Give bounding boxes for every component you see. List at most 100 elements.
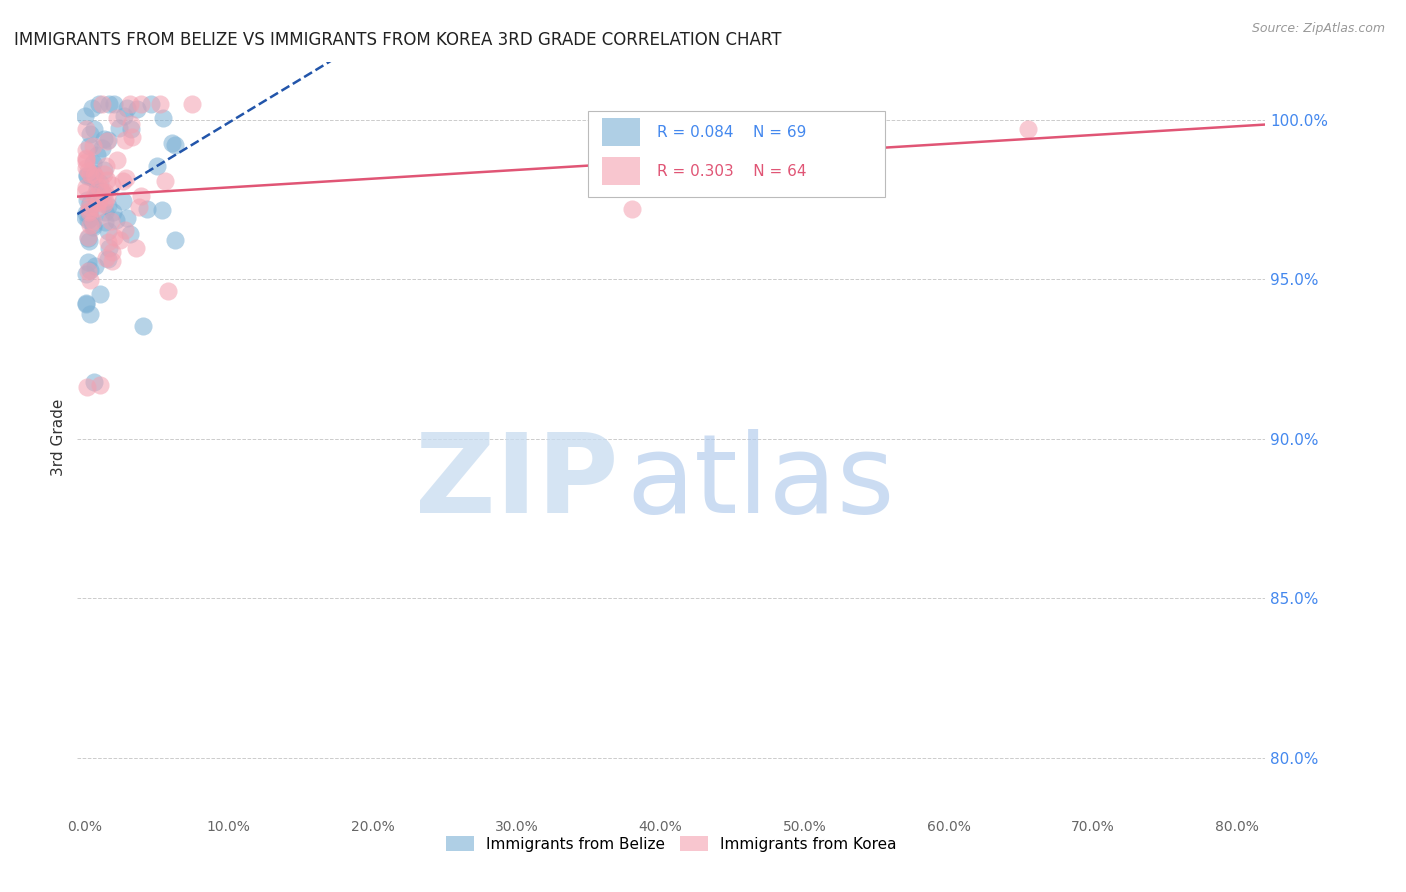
Point xyxy=(76,193,98,207)
Point xyxy=(82,218,104,232)
Point xyxy=(77,212,100,227)
Point xyxy=(101,244,124,259)
Point xyxy=(146,159,169,173)
Point xyxy=(101,254,124,268)
Point xyxy=(82,214,104,228)
Point xyxy=(105,112,128,126)
Point xyxy=(100,214,122,228)
Point xyxy=(97,241,120,255)
Point xyxy=(75,179,97,194)
Point xyxy=(97,252,120,266)
Point xyxy=(86,181,108,195)
Point xyxy=(120,96,142,111)
Text: R = 0.303    N = 64: R = 0.303 N = 64 xyxy=(657,163,807,178)
Point xyxy=(75,206,97,220)
Point xyxy=(83,259,105,273)
Point xyxy=(79,138,101,153)
Point xyxy=(114,222,136,236)
Point xyxy=(97,198,120,212)
Point xyxy=(139,96,162,111)
Point xyxy=(79,167,101,181)
Point xyxy=(103,96,125,111)
Legend: Immigrants from Belize, Immigrants from Korea: Immigrants from Belize, Immigrants from … xyxy=(440,830,903,858)
Point xyxy=(93,168,115,182)
Point xyxy=(75,143,97,157)
Point xyxy=(82,139,104,153)
Point xyxy=(75,161,97,176)
Point xyxy=(86,195,108,210)
Point xyxy=(82,156,104,170)
Point xyxy=(153,174,176,188)
Text: atlas: atlas xyxy=(626,428,894,535)
Point xyxy=(75,185,97,199)
Point xyxy=(79,273,101,287)
Point xyxy=(157,284,180,298)
Point xyxy=(75,122,97,136)
FancyBboxPatch shape xyxy=(602,157,641,186)
Point xyxy=(86,194,108,208)
Point xyxy=(77,202,100,217)
Point xyxy=(83,121,105,136)
Point xyxy=(120,117,142,131)
Point xyxy=(93,131,115,145)
Point xyxy=(83,188,105,202)
Point xyxy=(83,169,105,183)
Point xyxy=(97,235,120,249)
Point xyxy=(77,264,100,278)
Point xyxy=(97,133,120,147)
Point xyxy=(132,319,155,334)
Point xyxy=(96,172,118,186)
Point xyxy=(76,168,98,182)
Point xyxy=(80,169,103,184)
Point xyxy=(83,171,105,186)
Point xyxy=(96,134,118,148)
Point xyxy=(89,176,111,190)
Point xyxy=(77,231,100,245)
Point xyxy=(1017,122,1039,136)
Point xyxy=(79,263,101,277)
FancyBboxPatch shape xyxy=(588,112,886,197)
Point xyxy=(115,171,138,186)
Point xyxy=(98,96,121,111)
Point xyxy=(120,122,142,136)
Point xyxy=(77,164,100,178)
Point xyxy=(90,96,112,111)
Point xyxy=(75,151,97,165)
Point xyxy=(121,129,143,144)
Point xyxy=(120,227,142,241)
Point xyxy=(75,153,97,167)
Point xyxy=(165,138,187,153)
Point xyxy=(160,136,183,150)
Text: Source: ZipAtlas.com: Source: ZipAtlas.com xyxy=(1251,22,1385,36)
Point xyxy=(76,380,98,394)
Point xyxy=(75,267,97,281)
Point xyxy=(103,229,125,244)
Point xyxy=(91,185,114,199)
Point xyxy=(125,103,148,117)
Point xyxy=(89,378,111,392)
Point xyxy=(620,202,643,216)
Point xyxy=(76,169,98,184)
Point xyxy=(79,195,101,210)
Text: ZIP: ZIP xyxy=(415,428,617,535)
Point xyxy=(75,297,97,311)
Point xyxy=(125,241,148,255)
Point xyxy=(150,202,173,217)
Y-axis label: 3rd Grade: 3rd Grade xyxy=(51,399,66,475)
Point xyxy=(82,101,104,115)
Point xyxy=(101,205,124,219)
Point xyxy=(107,153,129,168)
Point xyxy=(89,287,111,301)
Point xyxy=(112,109,135,123)
Point xyxy=(93,196,115,211)
Point xyxy=(105,212,128,227)
Point xyxy=(79,128,101,142)
Point xyxy=(115,211,138,226)
Point xyxy=(128,200,150,214)
Text: IMMIGRANTS FROM BELIZE VS IMMIGRANTS FROM KOREA 3RD GRADE CORRELATION CHART: IMMIGRANTS FROM BELIZE VS IMMIGRANTS FRO… xyxy=(14,31,782,49)
Point xyxy=(79,219,101,233)
Point xyxy=(77,255,100,269)
FancyBboxPatch shape xyxy=(602,118,641,146)
Point xyxy=(117,101,139,115)
Point xyxy=(129,96,152,111)
